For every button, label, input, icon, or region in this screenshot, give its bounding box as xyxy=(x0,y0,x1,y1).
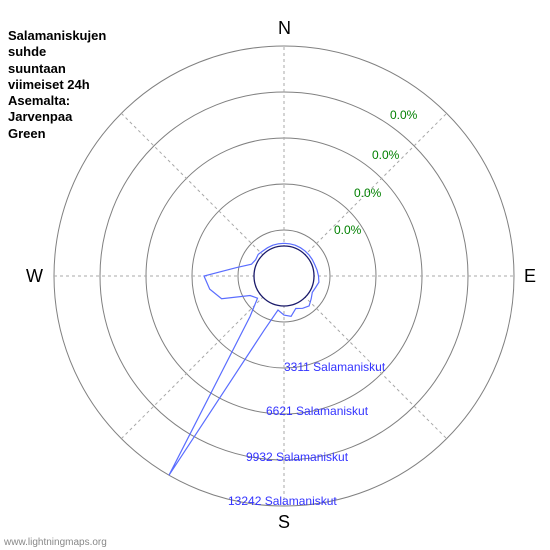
pct-label-0: 0.0% xyxy=(390,108,417,122)
ring-label-0: 3311 Salamaniskut xyxy=(284,360,385,374)
cardinal-n: N xyxy=(278,18,291,39)
chart-container: Salamaniskujen suhde suuntaan viimeiset … xyxy=(0,0,550,550)
ring-label-3: 13242 Salamaniskut xyxy=(228,494,337,508)
cardinal-s: S xyxy=(278,512,290,533)
pct-label-2: 0.0% xyxy=(354,186,381,200)
footer-link: www.lightningmaps.org xyxy=(4,537,107,548)
cardinal-w: W xyxy=(26,266,43,287)
ring-label-2: 9932 Salamaniskut xyxy=(246,450,348,464)
ring-label-1: 6621 Salamaniskut xyxy=(266,404,368,418)
chart-title: Salamaniskujen suhde suuntaan viimeiset … xyxy=(8,28,106,142)
cardinal-e: E xyxy=(524,266,536,287)
pct-label-3: 0.0% xyxy=(334,223,361,237)
pct-label-1: 0.0% xyxy=(372,148,399,162)
